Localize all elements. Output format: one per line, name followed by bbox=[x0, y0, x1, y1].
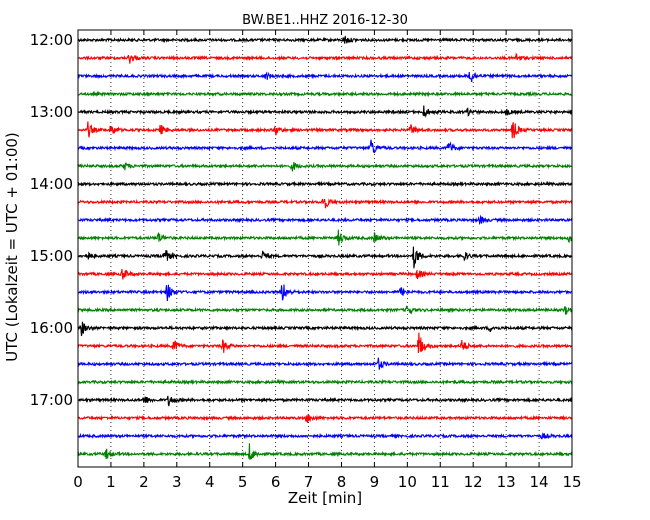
trace-1730 bbox=[77, 432, 573, 440]
trace-1700 bbox=[77, 395, 573, 407]
x-axis-label: Zeit [min] bbox=[288, 489, 362, 507]
x-tick-label: 6 bbox=[271, 473, 281, 491]
trace-1445 bbox=[77, 229, 573, 246]
trace-1345 bbox=[77, 161, 573, 172]
x-axis-ticks: 0 1 2 3 4 5 6 7 8 9 10 11 12 13 14 15 bbox=[73, 30, 582, 491]
plot-frame bbox=[77, 29, 573, 468]
trace-1545 bbox=[77, 304, 573, 315]
y-tick-label: 12:00 bbox=[30, 31, 73, 49]
x-tick-label: 3 bbox=[172, 473, 182, 491]
trace-1715 bbox=[77, 414, 573, 423]
x-tick-label: 0 bbox=[73, 473, 83, 491]
trace-1615 bbox=[77, 332, 573, 354]
trace-1600 bbox=[77, 321, 573, 337]
x-tick-label: 13 bbox=[497, 473, 516, 491]
x-tick-label: 8 bbox=[337, 473, 347, 491]
y-tick-label: 13:00 bbox=[30, 103, 73, 121]
y-tick-label: 15:00 bbox=[30, 247, 73, 265]
x-tick-label: 10 bbox=[398, 473, 417, 491]
x-tick-label: 2 bbox=[139, 473, 149, 491]
y-tick-label: 14:00 bbox=[30, 175, 73, 193]
trace-1500 bbox=[77, 246, 573, 269]
y-tick-label: 16:00 bbox=[30, 319, 73, 337]
x-tick-label: 11 bbox=[431, 473, 450, 491]
y-tick-label: 17:00 bbox=[30, 391, 73, 409]
trace-1200 bbox=[77, 35, 573, 44]
x-tick-label: 5 bbox=[238, 473, 248, 491]
trace-1630 bbox=[77, 357, 573, 370]
chart-title: BW.BE1..HHZ 2016-12-30 bbox=[242, 13, 408, 28]
trace-1515 bbox=[77, 268, 573, 280]
x-tick-label: 7 bbox=[304, 473, 314, 491]
trace-1400 bbox=[77, 180, 573, 188]
y-axis-label: UTC (Lokalzeit = UTC + 01:00) bbox=[3, 132, 21, 362]
trace-1230 bbox=[77, 71, 573, 83]
trace-1645 bbox=[77, 378, 573, 386]
trace-1530 bbox=[77, 284, 573, 301]
trace-1430 bbox=[77, 214, 573, 226]
y-axis-ticks: 12:00 13:00 14:00 15:00 16:00 17:00 bbox=[30, 31, 572, 409]
x-tick-label: 14 bbox=[530, 473, 549, 491]
trace-1330 bbox=[77, 139, 573, 154]
trace-1300 bbox=[77, 105, 573, 118]
grid-lines bbox=[110, 30, 540, 467]
traces bbox=[77, 35, 573, 460]
trace-1315 bbox=[77, 121, 573, 139]
trace-1745 bbox=[77, 443, 573, 460]
trace-1415 bbox=[77, 198, 573, 209]
x-tick-label: 1 bbox=[106, 473, 116, 491]
x-tick-label: 4 bbox=[205, 473, 215, 491]
trace-1245 bbox=[77, 90, 573, 98]
trace-1215 bbox=[77, 52, 573, 64]
x-tick-label: 9 bbox=[370, 473, 380, 491]
x-tick-label: 12 bbox=[464, 473, 483, 491]
x-tick-label: 15 bbox=[562, 473, 581, 491]
